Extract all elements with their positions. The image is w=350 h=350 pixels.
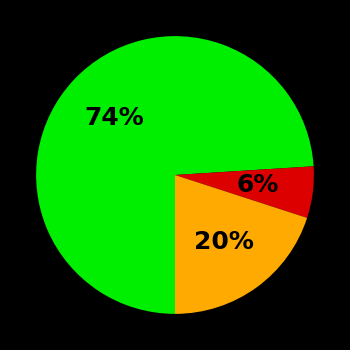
Wedge shape (175, 175, 307, 314)
Text: 6%: 6% (237, 174, 279, 197)
Text: 20%: 20% (194, 230, 254, 254)
Wedge shape (175, 166, 314, 218)
Wedge shape (36, 36, 314, 314)
Text: 74%: 74% (84, 106, 144, 130)
